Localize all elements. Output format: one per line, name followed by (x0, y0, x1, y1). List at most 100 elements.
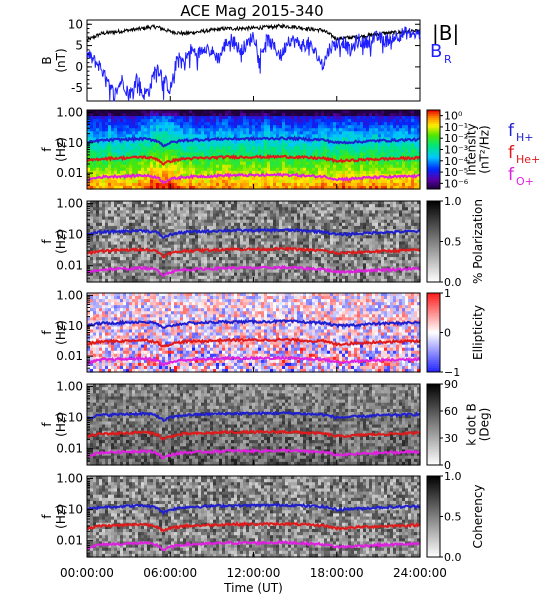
heatmap-cell (240, 110, 244, 114)
heatmap-cell (273, 110, 277, 114)
heatmap-cell (159, 173, 163, 178)
heatmap-cell (327, 113, 331, 117)
heatmap-cell (210, 143, 214, 148)
heatmap-cell (126, 146, 130, 151)
heatmap-cell (231, 140, 235, 145)
heatmap-cell (108, 164, 112, 169)
heatmap-cell (348, 155, 352, 160)
heatmap-cell (324, 131, 328, 135)
heatmap-cell (195, 143, 199, 148)
heatmap-cell (354, 122, 358, 126)
heatmap-cell (159, 185, 163, 190)
heatmap-cell (306, 152, 310, 157)
heatmap-cell (357, 173, 361, 178)
heatmap-cell (216, 152, 220, 157)
heatmap-cell (336, 143, 340, 148)
legend-b-r-subscript: R (444, 53, 452, 66)
heatmap-cell (339, 164, 343, 169)
heatmap-cell (183, 125, 187, 129)
heatmap-cell (204, 152, 208, 157)
heatmap-cell (351, 143, 355, 148)
heatmap-cell (144, 110, 148, 114)
heatmap-cell (306, 161, 310, 166)
heatmap-cell (210, 134, 214, 138)
heatmap-cell (186, 176, 190, 181)
heatmap-cell (99, 125, 103, 129)
heatmap-cell (354, 131, 358, 135)
heatmap-cell (288, 158, 292, 163)
colorbar-label-line: Intensity (465, 123, 479, 175)
heatmap-cell (150, 185, 154, 190)
heatmap-cell (348, 149, 352, 154)
heatmap-cell (156, 137, 160, 141)
heatmap-cell (219, 140, 223, 145)
heatmap-cell (108, 125, 112, 129)
heatmap-cell (234, 125, 238, 129)
heatmap-cell (297, 149, 301, 154)
heatmap-cell (330, 179, 334, 184)
heatmap-cell (339, 155, 343, 160)
heatmap-cell (222, 176, 226, 181)
heatmap-cell (162, 155, 166, 160)
heatmap-cell (306, 182, 310, 187)
heatmap-cell (300, 182, 304, 187)
heatmap-cell (111, 185, 115, 190)
heatmap-cell (207, 119, 211, 123)
heatmap-cell (102, 128, 106, 132)
heatmap-cell (315, 182, 319, 187)
heatmap-cell (150, 164, 154, 169)
heatmap-cell (291, 167, 295, 172)
heatmap-cell (177, 155, 181, 160)
heatmap-cell (135, 110, 139, 114)
heatmap-cell (294, 116, 298, 120)
heatmap-cell (243, 164, 247, 169)
heatmap-cell (177, 179, 181, 184)
heatmap-cell (324, 113, 328, 117)
heatmap-cell (357, 131, 361, 135)
heatmap-cell (210, 182, 214, 187)
heatmap-cell (312, 140, 316, 145)
heatmap-cell (162, 110, 166, 114)
heatmap-cell (126, 182, 130, 187)
heatmap-cell (132, 185, 136, 190)
heatmap-cell (159, 125, 163, 129)
heatmap-cell (165, 125, 169, 129)
heatmap-cell (198, 170, 202, 175)
heatmap-cell (342, 152, 346, 157)
heatmap-cell (210, 131, 214, 135)
heatmap-cell (168, 122, 172, 126)
heatmap-cell (288, 125, 292, 129)
heatmap-cell (177, 146, 181, 151)
heatmap-cell (177, 143, 181, 148)
heatmap-cell (222, 128, 226, 132)
heatmap-cell (159, 134, 163, 138)
heatmap-cell (252, 146, 256, 151)
heatmap-cell (291, 146, 295, 151)
heatmap-cell (87, 110, 91, 114)
heatmap-cell (336, 179, 340, 184)
heatmap-cell (189, 179, 193, 184)
heatmap-cell (351, 185, 355, 190)
heatmap-cell (207, 176, 211, 181)
heatmap-cell (327, 167, 331, 172)
heatmap-cell (168, 179, 172, 184)
heatmap-cell (87, 125, 91, 129)
heatmap-cell (279, 131, 283, 135)
heatmap-cell (333, 167, 337, 172)
heatmap-cell (138, 167, 142, 172)
heatmap-cell (300, 167, 304, 172)
heatmap-cell (336, 134, 340, 138)
heatmap-cell (135, 146, 139, 151)
heatmap-cell (240, 152, 244, 157)
heatmap-cell (246, 122, 250, 126)
heatmap-cell (216, 143, 220, 148)
heatmap-cell (261, 161, 265, 166)
heatmap-cell (168, 131, 172, 135)
heatmap-cell (315, 125, 319, 129)
heatmap-cell (267, 179, 271, 184)
heatmap-cell (309, 185, 313, 190)
heatmap-cell (219, 158, 223, 163)
heatmap-cell (279, 176, 283, 181)
heatmap-cell (171, 128, 175, 132)
heatmap-cell (273, 131, 277, 135)
